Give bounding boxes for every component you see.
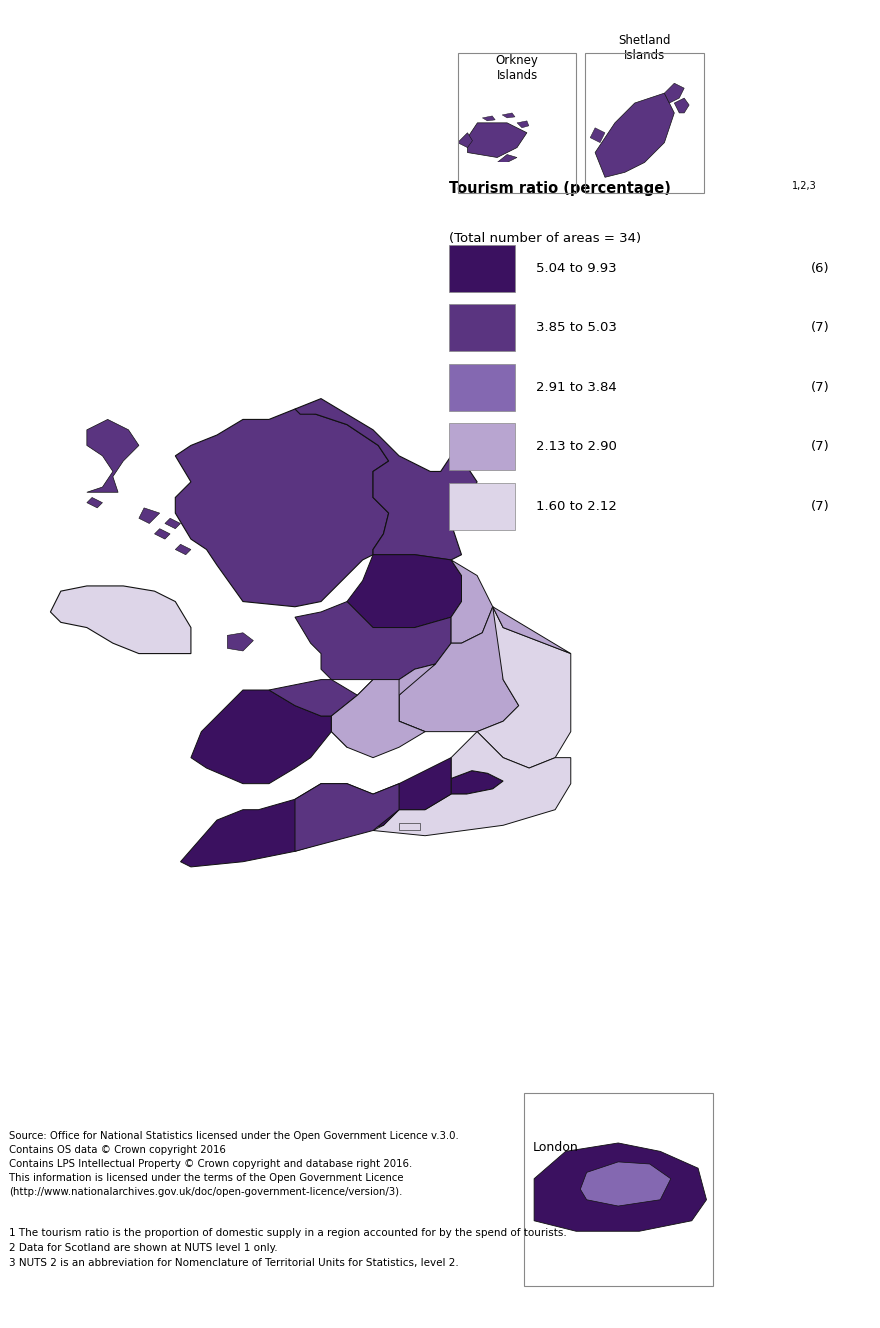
Bar [449,304,515,351]
Text: Orkney
Islands: Orkney Islands [495,54,539,82]
Text: 1.60 to 2.12: 1.60 to 2.12 [536,499,617,513]
Polygon shape [493,607,571,653]
Polygon shape [664,84,685,104]
Polygon shape [50,586,191,653]
Text: (6): (6) [810,262,829,275]
Text: Source: Office for National Statistics licensed under the Open Government Licenc: Source: Office for National Statistics l… [9,1131,458,1198]
Polygon shape [373,732,571,835]
Polygon shape [674,98,689,113]
Polygon shape [175,409,389,607]
Polygon shape [295,398,477,560]
Polygon shape [295,602,451,680]
Polygon shape [467,124,527,158]
Text: (7): (7) [810,381,829,393]
Text: 1 The tourism ratio is the proportion of domestic supply in a region accounted f: 1 The tourism ratio is the proportion of… [9,1228,567,1268]
Polygon shape [482,116,495,121]
Polygon shape [332,664,436,748]
Polygon shape [590,127,605,142]
Polygon shape [175,544,191,555]
Polygon shape [269,680,357,732]
Text: (7): (7) [810,321,829,335]
Polygon shape [477,607,571,768]
Polygon shape [180,758,451,867]
Polygon shape [451,770,503,794]
Text: (7): (7) [810,499,829,513]
Text: 3.85 to 5.03: 3.85 to 5.03 [536,321,617,335]
Polygon shape [581,1162,671,1206]
Polygon shape [347,555,461,628]
Polygon shape [227,632,253,651]
Polygon shape [399,607,518,732]
Polygon shape [87,420,139,493]
Polygon shape [295,784,399,851]
Polygon shape [534,1143,707,1231]
Text: 5.04 to 9.93: 5.04 to 9.93 [536,262,616,275]
Polygon shape [517,121,529,127]
Polygon shape [451,560,493,643]
Text: 2.91 to 3.84: 2.91 to 3.84 [536,381,616,393]
Polygon shape [191,691,332,784]
Text: Shetland
Islands: Shetland Islands [619,35,671,62]
Polygon shape [595,93,674,178]
Polygon shape [87,498,102,507]
Polygon shape [332,680,425,758]
Polygon shape [155,529,170,539]
Text: Tourism ratio (percentage): Tourism ratio (percentage) [449,181,671,197]
Bar [449,244,515,292]
Bar [449,424,515,470]
Polygon shape [502,113,515,118]
Bar [449,364,515,410]
Text: London: London [533,1141,579,1154]
Text: 1,2,3: 1,2,3 [792,181,817,191]
Text: (Total number of areas = 34): (Total number of areas = 34) [449,232,641,246]
Text: 2.13 to 2.90: 2.13 to 2.90 [536,441,617,453]
Polygon shape [497,154,517,162]
Polygon shape [165,518,180,529]
Polygon shape [458,133,473,147]
Text: (7): (7) [810,441,829,453]
Bar [449,483,515,530]
Polygon shape [399,822,420,830]
Polygon shape [139,507,159,523]
